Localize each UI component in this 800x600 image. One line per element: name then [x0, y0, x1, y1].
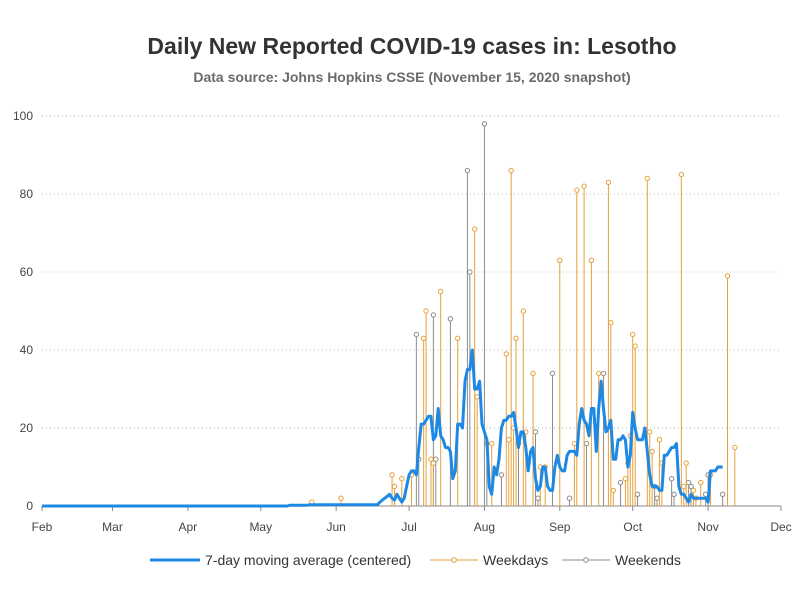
- weekdays-point: [503, 351, 510, 357]
- weekdays-point: [389, 472, 395, 478]
- x-tick-label: Jun: [326, 520, 345, 534]
- y-tick-label: 0: [26, 499, 33, 513]
- weekdays-point: [513, 335, 519, 341]
- x-tick-label: Aug: [474, 520, 495, 534]
- legend-label-moving-average: 7-day moving average (centered): [205, 552, 411, 568]
- weekdays-point: [622, 476, 629, 482]
- y-tick-label: 40: [20, 343, 34, 357]
- weekends-point: [481, 121, 488, 127]
- weekdays-point: [647, 429, 653, 435]
- weekends-point: [688, 483, 694, 490]
- weekdays-point: [454, 335, 461, 341]
- weekdays-point: [644, 175, 650, 182]
- weekdays-point: [420, 335, 427, 341]
- weekdays-series: [309, 167, 738, 506]
- weekdays-point: [506, 437, 512, 443]
- weekends-point: [430, 312, 437, 318]
- gridlines: [42, 115, 781, 429]
- weekdays-point: [571, 440, 578, 447]
- weekdays-point: [557, 257, 563, 263]
- moving-average-series: [42, 348, 723, 508]
- weekdays-point: [656, 437, 663, 443]
- weekdays-point: [632, 343, 638, 349]
- x-tick-label: May: [249, 520, 272, 534]
- x-axis: Feb Mar Apr May Jun Jul Aug Sep Oct Nov Dec: [32, 505, 792, 534]
- x-tick-label: Apr: [179, 520, 198, 534]
- weekends-point: [549, 370, 556, 377]
- weekends-point: [583, 440, 590, 447]
- weekdays-point: [732, 444, 738, 451]
- weekdays-point: [574, 187, 580, 193]
- chart-subtitle: Data source: Johns Hopkins CSSE (Novembe…: [193, 69, 630, 85]
- moving-average-line: [42, 348, 723, 508]
- x-tick-label: Dec: [770, 520, 791, 534]
- weekdays-point: [608, 320, 614, 326]
- weekends-point: [719, 491, 726, 497]
- weekdays-point: [610, 487, 616, 494]
- weekends-point: [654, 495, 660, 501]
- weekends-point: [498, 472, 505, 478]
- y-axis: 0 20 40 60 80 100: [13, 109, 33, 513]
- x-tick-label: Sep: [549, 520, 571, 534]
- weekends-point: [600, 370, 607, 377]
- weekdays-point: [588, 257, 595, 263]
- y-tick-label: 60: [20, 265, 34, 279]
- weekends-point: [535, 495, 541, 501]
- y-tick-label: 100: [13, 109, 33, 123]
- weekdays-point: [698, 479, 704, 486]
- x-tick-label: Feb: [32, 520, 53, 534]
- chart-title: Daily New Reported COVID-19 cases in: Le…: [147, 33, 676, 59]
- x-tick-label: Oct: [623, 520, 642, 534]
- weekends-point: [532, 429, 539, 435]
- x-tick-label: Mar: [102, 520, 123, 534]
- legend-label-weekends: Weekends: [615, 552, 681, 568]
- weekdays-point: [690, 487, 697, 494]
- weekdays-point: [489, 440, 495, 447]
- weekends-point: [413, 331, 420, 338]
- weekdays-point: [530, 370, 536, 377]
- weekdays-point: [474, 394, 480, 400]
- legend-item-weekends: Weekends: [562, 552, 681, 568]
- weekdays-point: [430, 460, 437, 466]
- weekdays-point: [724, 273, 731, 279]
- y-tick-label: 80: [20, 187, 34, 201]
- weekends-point: [634, 491, 641, 497]
- legend-item-weekdays: Weekdays: [430, 552, 548, 568]
- weekdays-point: [423, 308, 429, 314]
- weekdays-point: [338, 495, 344, 501]
- weekdays-point: [630, 331, 636, 338]
- weekdays-point: [520, 308, 527, 314]
- weekdays-point: [391, 483, 398, 490]
- legend: 7-day moving average (centered) Weekdays…: [150, 552, 681, 568]
- legend-marker-weekdays: [451, 557, 457, 563]
- legend-item-moving-average: 7-day moving average (centered): [150, 552, 411, 568]
- weekdays-point: [605, 179, 612, 186]
- weekdays-point: [399, 476, 405, 482]
- x-tick-label: Jul: [401, 520, 416, 534]
- weekdays-point: [437, 288, 444, 295]
- weekends-point: [617, 479, 624, 486]
- weekdays-point: [472, 226, 478, 232]
- weekends-point: [467, 269, 473, 275]
- weekdays-point: [683, 460, 689, 466]
- weekends-point: [668, 476, 675, 482]
- legend-label-weekdays: Weekdays: [483, 552, 548, 568]
- weekends-point: [447, 316, 454, 322]
- weekdays-point: [508, 167, 514, 174]
- x-tick-label: Nov: [697, 520, 718, 534]
- weekdays-point: [681, 483, 687, 490]
- legend-marker-weekends: [583, 557, 589, 563]
- weekdays-point: [649, 448, 655, 455]
- weekdays-point: [428, 456, 434, 462]
- weekends-point: [671, 491, 677, 497]
- weekdays-point: [678, 171, 685, 178]
- weekdays-point: [581, 183, 587, 189]
- weekdays-point: [595, 370, 602, 377]
- y-tick-label: 20: [20, 421, 34, 435]
- weekends-point: [464, 167, 471, 174]
- weekends-point: [566, 495, 573, 501]
